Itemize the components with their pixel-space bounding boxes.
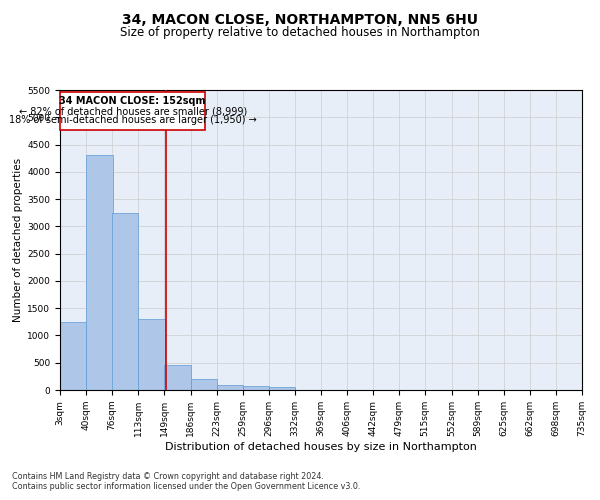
Y-axis label: Number of detached properties: Number of detached properties <box>13 158 23 322</box>
Text: 34 MACON CLOSE: 152sqm: 34 MACON CLOSE: 152sqm <box>59 96 206 106</box>
Bar <box>112 212 139 390</box>
Bar <box>217 384 243 390</box>
Text: 18% of semi-detached houses are larger (1,950) →: 18% of semi-detached houses are larger (… <box>9 115 257 125</box>
Bar <box>60 322 86 390</box>
Text: Contains public sector information licensed under the Open Government Licence v3: Contains public sector information licen… <box>12 482 361 491</box>
Text: ← 82% of detached houses are smaller (8,999): ← 82% of detached houses are smaller (8,… <box>19 106 247 117</box>
Bar <box>242 386 269 390</box>
FancyBboxPatch shape <box>60 92 205 130</box>
Text: Size of property relative to detached houses in Northampton: Size of property relative to detached ho… <box>120 26 480 39</box>
Bar <box>269 388 295 390</box>
Bar <box>191 379 217 390</box>
Bar <box>86 156 113 390</box>
Text: 34, MACON CLOSE, NORTHAMPTON, NN5 6HU: 34, MACON CLOSE, NORTHAMPTON, NN5 6HU <box>122 12 478 26</box>
X-axis label: Distribution of detached houses by size in Northampton: Distribution of detached houses by size … <box>165 442 477 452</box>
Bar <box>164 366 191 390</box>
Bar <box>139 319 165 390</box>
Text: Contains HM Land Registry data © Crown copyright and database right 2024.: Contains HM Land Registry data © Crown c… <box>12 472 324 481</box>
